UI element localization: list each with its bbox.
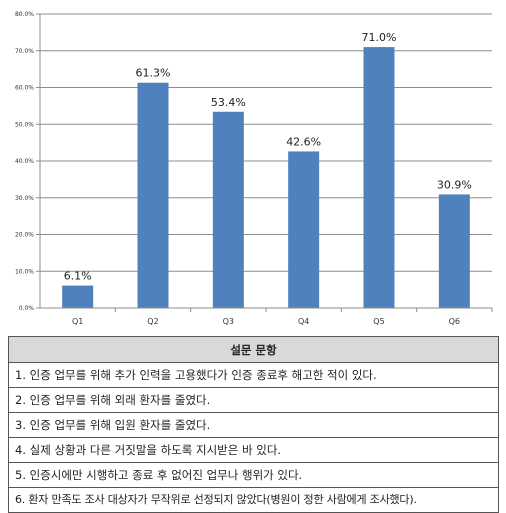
- grid-lines: [40, 13, 492, 272]
- x-tick-label: Q1: [72, 317, 83, 326]
- bar-q3: [212, 111, 244, 308]
- y-tick-label: 40.0%: [15, 158, 34, 165]
- bar-q4: [288, 151, 320, 308]
- y-axis: 0.0% 10.0% 20.0% 30.0% 40.0% 50.0% 60.0% 70.0% 8…: [15, 11, 41, 312]
- data-label-q1: 6.1%: [64, 270, 92, 283]
- bar-q6: [438, 194, 470, 308]
- data-label-q5: 71.0%: [362, 31, 397, 44]
- question-row-5: 5. 인증시에만 시행하고 종료 후 없어진 업무나 행위가 있다.: [8, 462, 499, 488]
- y-tick-label: 10.0%: [15, 268, 34, 275]
- x-tick-label: Q2: [147, 317, 158, 326]
- x-tick-label: Q6: [449, 317, 460, 326]
- bar-q5: [363, 47, 395, 308]
- y-tick-label: 30.0%: [15, 195, 34, 202]
- question-row-6: 6. 환자 만족도 조사 대상자가 무작위로 선정되지 않았다(병원이 정한 사…: [8, 487, 499, 513]
- data-labels: 6.1% 61.3% 53.4% 42.6% 71.0% 30.9%: [64, 31, 472, 283]
- x-axis: Q1 Q2 Q3 Q4 Q5 Q6: [40, 307, 493, 326]
- x-tick-label: Q3: [223, 317, 234, 326]
- bar-chart: 0.0% 10.0% 20.0% 30.0% 40.0% 50.0% 60.0% 70.0% 8…: [15, 11, 493, 326]
- bar-q1: [62, 285, 94, 308]
- bars: [62, 47, 470, 308]
- x-tick-label: Q5: [373, 317, 384, 326]
- question-row-3: 3. 인증 업무를 위해 입원 환자를 줄였다.: [8, 412, 499, 438]
- question-row-2: 2. 인증 업무를 위해 외래 환자를 줄였다.: [8, 387, 499, 413]
- data-label-q2: 61.3%: [136, 67, 171, 80]
- question-row-1: 1. 인증 업무를 위해 추가 인력을 고용했다가 인증 종료후 해고한 적이 …: [8, 362, 499, 388]
- table-header: 설문 문항: [8, 336, 499, 363]
- y-tick-label: 70.0%: [15, 48, 34, 55]
- data-label-q3: 53.4%: [211, 96, 246, 109]
- y-tick-label: 60.0%: [15, 85, 34, 92]
- y-tick-label: 0.0%: [19, 305, 35, 312]
- data-label-q6: 30.9%: [437, 178, 472, 191]
- y-tick-label: 20.0%: [15, 232, 34, 239]
- bar-q2: [137, 82, 169, 308]
- data-label-q4: 42.6%: [286, 135, 321, 148]
- question-row-4: 4. 실제 상황과 다른 거짓말을 하도록 지시받은 바 있다.: [8, 437, 499, 463]
- question-table: 설문 문항 1. 인증 업무를 위해 추가 인력을 고용했다가 인증 종료후 해…: [8, 336, 499, 513]
- y-tick-label: 50.0%: [15, 121, 34, 128]
- x-tick-label: Q4: [298, 317, 309, 326]
- y-tick-label: 80.0%: [15, 11, 34, 18]
